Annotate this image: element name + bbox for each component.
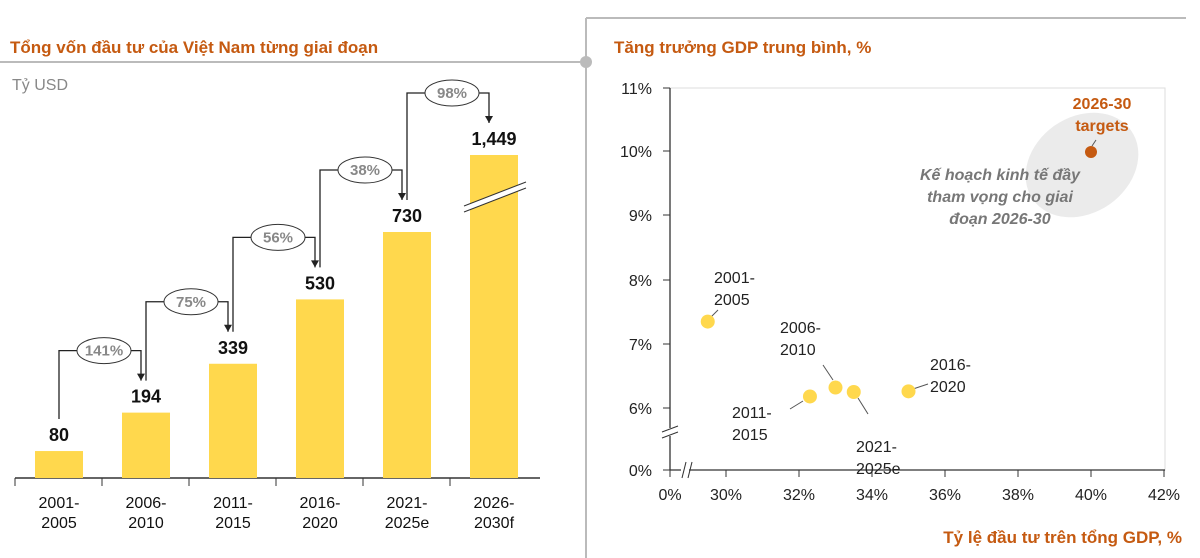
y-tick-label: 10% bbox=[620, 144, 652, 161]
growth-label: 75% bbox=[176, 294, 206, 311]
scatter-xlabel: Tỷ lệ đầu tư trên tổng GDP, % bbox=[943, 528, 1182, 547]
bar-value-label: 1,449 bbox=[471, 129, 516, 149]
bar-value-label: 194 bbox=[131, 387, 161, 407]
growth-label: 141% bbox=[85, 343, 123, 360]
category-label: 2021- bbox=[387, 495, 428, 512]
x-tick-label: 32% bbox=[783, 487, 815, 504]
point-label: 2005 bbox=[714, 292, 750, 309]
category-label: 2030f bbox=[474, 515, 515, 532]
point-label: 2001- bbox=[714, 270, 755, 287]
bar bbox=[122, 412, 170, 478]
data-point bbox=[901, 384, 916, 399]
category-label: 2010 bbox=[128, 515, 164, 532]
point-label: 2006- bbox=[780, 320, 821, 337]
x-tick-label: 42% bbox=[1148, 487, 1180, 504]
bar bbox=[296, 299, 344, 478]
category-label: 2011- bbox=[213, 495, 253, 512]
bar bbox=[209, 363, 257, 478]
x-tick-label: 34% bbox=[856, 487, 888, 504]
annotation-text: đoạn 2026-30 bbox=[949, 211, 1050, 228]
point-label: 2021- bbox=[856, 439, 897, 456]
growth-oval bbox=[337, 156, 393, 184]
x-axis-break-line bbox=[687, 461, 693, 479]
x-tick-label: 30% bbox=[710, 487, 742, 504]
x-tick-label: 0% bbox=[658, 487, 681, 504]
leader-line bbox=[857, 397, 869, 415]
y-tick-label: 8% bbox=[629, 273, 652, 290]
growth-label: 98% bbox=[437, 85, 467, 102]
data-point bbox=[802, 389, 817, 404]
bar-chart-unit: Tỷ USD bbox=[12, 77, 68, 94]
arrow-head-icon bbox=[485, 116, 493, 123]
target-point bbox=[1085, 146, 1097, 158]
axis-break-line bbox=[463, 187, 527, 213]
x-axis-break-line bbox=[681, 461, 687, 479]
bar bbox=[470, 155, 518, 478]
target-highlight bbox=[1025, 112, 1139, 218]
category-label: 2020 bbox=[302, 515, 338, 532]
y-tick-label: 7% bbox=[629, 337, 652, 354]
point-label: 2015 bbox=[732, 427, 768, 444]
axis-break-mark bbox=[464, 182, 526, 212]
growth-oval bbox=[250, 223, 306, 251]
y-axis-break-line bbox=[661, 425, 679, 433]
y-tick-label: 0% bbox=[629, 463, 652, 480]
y-tick-label: 9% bbox=[629, 208, 652, 225]
bar bbox=[35, 451, 83, 478]
scatter-title: Tăng trưởng GDP trung bình, % bbox=[614, 38, 871, 57]
category-label: 2015 bbox=[215, 515, 251, 532]
bar-value-label: 530 bbox=[305, 273, 335, 293]
growth-label: 38% bbox=[350, 162, 380, 179]
bar-value-label: 80 bbox=[49, 425, 69, 445]
leader-line bbox=[789, 400, 804, 410]
growth-oval bbox=[76, 337, 132, 365]
annotation-text: Kế hoạch kinh tế đầy bbox=[920, 167, 1081, 184]
data-point bbox=[700, 314, 715, 329]
category-label: 2016- bbox=[300, 495, 341, 512]
growth-oval bbox=[163, 288, 219, 316]
leader-line bbox=[710, 309, 719, 318]
data-point bbox=[846, 385, 861, 399]
point-label: 2020 bbox=[930, 379, 966, 396]
growth-oval bbox=[424, 79, 480, 107]
y-axis-break-line bbox=[661, 431, 679, 439]
point-label: 2025e bbox=[856, 461, 901, 478]
arrow-head-icon bbox=[137, 373, 145, 381]
category-label: 2026- bbox=[474, 495, 515, 512]
x-tick-label: 40% bbox=[1075, 487, 1107, 504]
arrow-head-icon bbox=[311, 260, 319, 268]
leader-line bbox=[912, 383, 929, 390]
axis-break-line bbox=[463, 181, 527, 207]
annotation-text: tham vọng cho giai bbox=[927, 189, 1073, 206]
data-point bbox=[828, 380, 843, 395]
arrow-head-icon bbox=[224, 324, 232, 332]
bar bbox=[383, 232, 431, 478]
category-label: 2001- bbox=[39, 495, 80, 512]
category-label: 2025e bbox=[385, 515, 430, 532]
y-axis-break bbox=[662, 428, 678, 436]
y-tick-label: 6% bbox=[629, 401, 652, 418]
category-label: 2006- bbox=[126, 495, 167, 512]
bar-chart-title: Tổng vốn đầu tư của Việt Nam từng giai đ… bbox=[10, 38, 378, 57]
frame bbox=[0, 17, 1186, 558]
bar-value-label: 339 bbox=[218, 338, 248, 358]
x-tick-label: 38% bbox=[1002, 487, 1034, 504]
y-tick-label: 11% bbox=[621, 81, 652, 98]
bar-value-label: 730 bbox=[392, 206, 422, 226]
category-label: 2005 bbox=[41, 515, 77, 532]
arrow-head-icon bbox=[398, 193, 406, 200]
point-label: 2010 bbox=[780, 342, 816, 359]
point-label: 2011- bbox=[732, 405, 772, 422]
growth-label: 56% bbox=[263, 229, 293, 246]
point-label: 2016- bbox=[930, 357, 971, 374]
x-tick-label: 36% bbox=[929, 487, 961, 504]
leader-line bbox=[822, 364, 834, 381]
point-label: targets bbox=[1075, 118, 1128, 135]
x-axis-break bbox=[681, 462, 689, 478]
leader-line bbox=[1091, 139, 1097, 147]
point-label: 2026-30 bbox=[1073, 96, 1132, 113]
